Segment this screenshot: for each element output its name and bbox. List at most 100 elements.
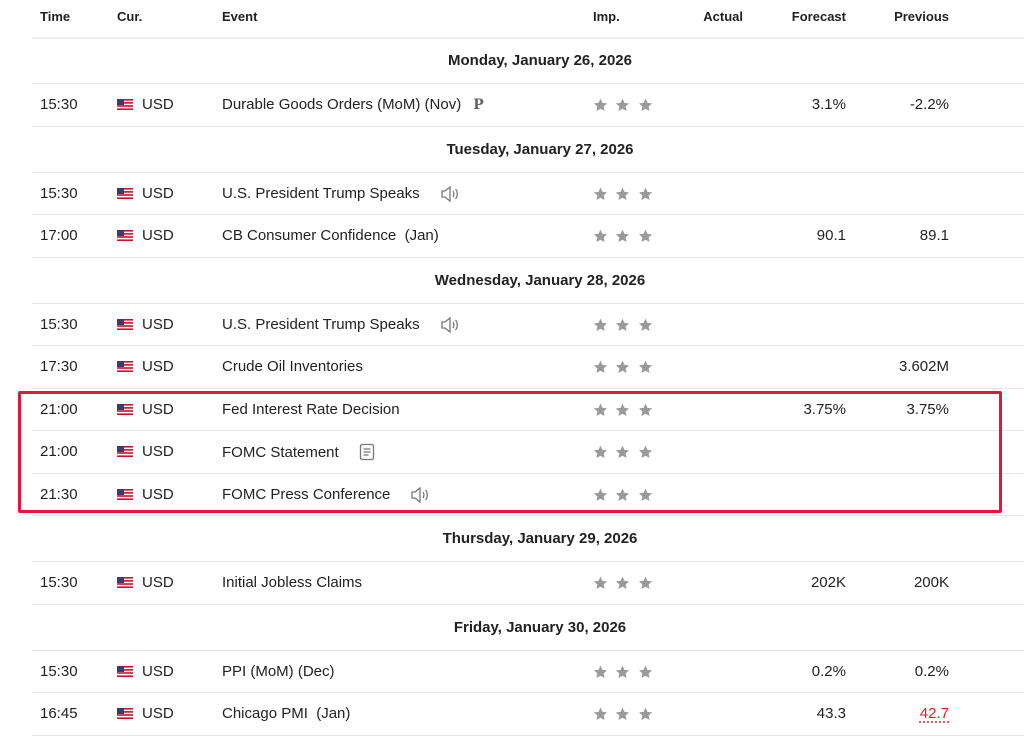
day-header: Monday, January 26, 2026 bbox=[448, 52, 632, 69]
event-icon bbox=[440, 185, 460, 203]
event-name: PPI (MoM) (Dec) bbox=[222, 662, 335, 680]
row-divider bbox=[32, 83, 1024, 84]
preliminary-badge: P bbox=[473, 96, 484, 113]
header-shadow bbox=[32, 37, 1024, 40]
flag bbox=[117, 577, 133, 589]
importance bbox=[593, 707, 653, 721]
column-header: Actual bbox=[703, 9, 743, 24]
previous: 42.7 bbox=[919, 705, 949, 723]
row-divider bbox=[32, 387, 1024, 389]
row-divider bbox=[32, 472, 1024, 474]
event: U.S. President Trump Speaks bbox=[222, 185, 460, 203]
day-header: Friday, January 30, 2026 bbox=[453, 618, 627, 636]
column-header: Previous bbox=[894, 9, 949, 24]
event-icon bbox=[440, 316, 460, 334]
event-name: Initial Jobless Claims bbox=[222, 574, 363, 592]
currency: USD bbox=[142, 705, 174, 723]
event-name: CB Consumer Confidence (Jan) bbox=[222, 227, 439, 245]
previous: 89.1 bbox=[919, 227, 949, 245]
event: Crude Oil Inventories bbox=[222, 358, 363, 375]
currency: USD bbox=[142, 485, 174, 503]
time: 15:30 bbox=[40, 574, 78, 592]
time: 21:30 bbox=[40, 485, 78, 503]
forecast: 202K bbox=[810, 574, 846, 592]
column-header: Cur. bbox=[117, 9, 143, 24]
event-name: Durable Goods Orders (MoM) (Nov) bbox=[222, 96, 462, 114]
forecast: 0.2% bbox=[811, 662, 846, 680]
time: 15:30 bbox=[40, 96, 78, 114]
row-divider bbox=[32, 515, 1024, 516]
currency: USD bbox=[142, 184, 174, 202]
event: Chicago PMI (Jan) bbox=[222, 705, 350, 722]
event-name: U.S. President Trump Speaks bbox=[222, 316, 420, 334]
flag bbox=[117, 99, 133, 111]
event-icon bbox=[410, 486, 430, 504]
time: 21:00 bbox=[40, 400, 78, 418]
currency: USD bbox=[142, 574, 174, 592]
currency: USD bbox=[142, 227, 174, 245]
time: 15:30 bbox=[40, 662, 78, 680]
importance bbox=[593, 488, 653, 502]
row-divider bbox=[32, 430, 1024, 431]
event: FOMC Statement bbox=[222, 443, 375, 461]
importance bbox=[593, 98, 653, 112]
row-divider bbox=[32, 125, 1024, 127]
flag bbox=[117, 230, 133, 242]
highlight-box bbox=[18, 391, 1002, 513]
row-divider bbox=[32, 171, 1024, 173]
event-icon bbox=[359, 443, 375, 461]
importance bbox=[593, 576, 653, 590]
flag bbox=[117, 403, 133, 415]
flag bbox=[117, 361, 133, 373]
flag bbox=[117, 488, 133, 500]
time: 15:30 bbox=[40, 315, 78, 333]
event-name: Crude Oil Inventories bbox=[222, 358, 363, 376]
flag bbox=[117, 318, 133, 330]
currency: USD bbox=[142, 358, 174, 376]
currency: USD bbox=[142, 315, 174, 333]
row-divider bbox=[32, 345, 1024, 346]
event-name: FOMC Statement bbox=[222, 443, 339, 461]
row-divider bbox=[32, 302, 1024, 304]
time: 17:30 bbox=[40, 358, 78, 376]
previous: -2.2% bbox=[909, 96, 949, 114]
event: FOMC Press Conference bbox=[222, 486, 430, 504]
day-header: Thursday, January 29, 2026 bbox=[442, 530, 638, 547]
flag bbox=[117, 665, 133, 677]
time: 21:00 bbox=[40, 443, 78, 461]
importance bbox=[593, 187, 653, 201]
importance bbox=[593, 403, 653, 417]
row-divider bbox=[32, 649, 1024, 651]
event-name: Fed Interest Rate Decision bbox=[222, 400, 400, 418]
importance bbox=[593, 318, 653, 332]
event-name: FOMC Press Conference bbox=[222, 486, 391, 504]
event: CB Consumer Confidence (Jan) bbox=[222, 227, 439, 244]
forecast: 3.1% bbox=[811, 96, 846, 114]
row-divider bbox=[32, 692, 1024, 693]
previous: 3.602M bbox=[898, 358, 949, 376]
currency: USD bbox=[142, 443, 174, 461]
event: Fed Interest Rate Decision bbox=[222, 401, 400, 418]
importance bbox=[593, 360, 653, 374]
time: 15:30 bbox=[40, 184, 78, 202]
event: PPI (MoM) (Dec) bbox=[222, 663, 335, 680]
event: U.S. President Trump Speaks bbox=[222, 316, 460, 334]
time: 17:00 bbox=[40, 227, 78, 245]
event: Initial Jobless Claims bbox=[222, 574, 362, 591]
time: 16:45 bbox=[40, 705, 78, 723]
previous: 3.75% bbox=[906, 400, 949, 418]
row-divider bbox=[32, 561, 1024, 562]
row-divider bbox=[32, 256, 1024, 258]
forecast: 3.75% bbox=[803, 400, 846, 418]
row-divider bbox=[32, 734, 1024, 736]
importance bbox=[593, 229, 653, 243]
previous: 200K bbox=[913, 574, 949, 592]
flag bbox=[117, 446, 133, 458]
forecast: 90.1 bbox=[816, 227, 846, 245]
flag bbox=[117, 187, 133, 199]
currency: USD bbox=[142, 400, 174, 418]
row-divider bbox=[32, 214, 1024, 215]
currency: USD bbox=[142, 96, 174, 114]
row-divider bbox=[32, 603, 1024, 605]
